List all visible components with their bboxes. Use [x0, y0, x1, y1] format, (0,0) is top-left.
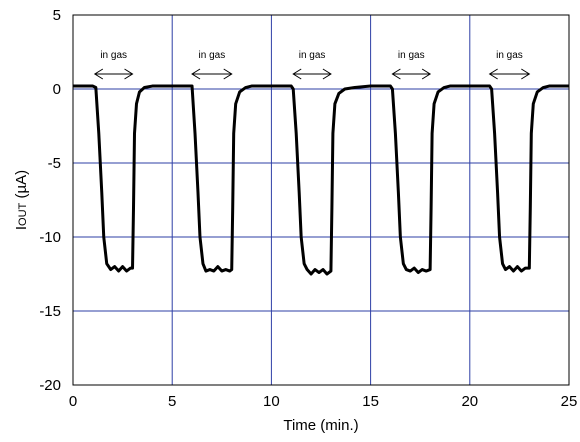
in-gas-annotation: in gas — [93, 50, 134, 80]
annotation-arrow-head-right — [421, 68, 432, 80]
plot-frame — [72, 14, 570, 386]
annotations: in gas in gas in gas in gas in gas — [93, 50, 531, 80]
x-tick-label: 20 — [461, 393, 478, 410]
annotation-label: in gas — [299, 50, 326, 61]
y-axis-title: IOUT (µA) — [13, 170, 30, 230]
x-tick-label: 25 — [561, 393, 578, 410]
annotation-label: in gas — [199, 50, 226, 61]
annotation-label: in gas — [398, 50, 425, 61]
y-axis-title-unit: (µA) — [13, 170, 30, 203]
x-tick-label: 15 — [362, 393, 379, 410]
annotation-arrow-head-right — [223, 68, 233, 80]
y-tick-label: -20 — [39, 377, 61, 394]
y-tick-label: 5 — [53, 7, 61, 24]
y-tick-label: -10 — [39, 229, 61, 246]
annotation-arrow-head-right — [521, 68, 531, 80]
x-tick-label: 5 — [168, 393, 176, 410]
annotation-label: in gas — [496, 50, 523, 61]
annotation-arrow-head-left — [191, 68, 201, 80]
y-axis-title-subscript: OUT — [17, 202, 29, 226]
y-tick-labels: 5 0 -5 -10 -15 -20 — [39, 7, 61, 394]
annotation-label: in gas — [100, 50, 127, 61]
annotation-arrow-head-right — [322, 68, 332, 80]
y-tick-label: 0 — [53, 81, 61, 98]
annotation-arrow-head-left — [93, 68, 104, 80]
x-tick-labels: 0 5 10 15 20 25 — [69, 393, 578, 410]
annotation-arrow-head-left — [488, 68, 498, 80]
x-tick-label: 10 — [263, 393, 280, 410]
x-axis-title: Time (min.) — [283, 417, 358, 434]
series-line — [73, 84, 569, 276]
in-gas-annotation: in gas — [488, 50, 531, 80]
in-gas-annotation: in gas — [292, 50, 332, 80]
y-tick-label: -5 — [48, 155, 61, 172]
series — [73, 84, 569, 276]
in-gas-annotation: in gas — [191, 50, 233, 80]
in-gas-annotation: in gas — [391, 50, 432, 80]
y-tick-label: -15 — [39, 303, 61, 320]
y-axis-title-main: I — [13, 226, 30, 230]
x-tick-label: 0 — [69, 393, 77, 410]
annotation-arrow-head-left — [391, 68, 401, 80]
annotation-arrow-head-left — [292, 68, 302, 80]
grid — [73, 15, 569, 385]
annotation-arrow-head-right — [124, 68, 134, 80]
